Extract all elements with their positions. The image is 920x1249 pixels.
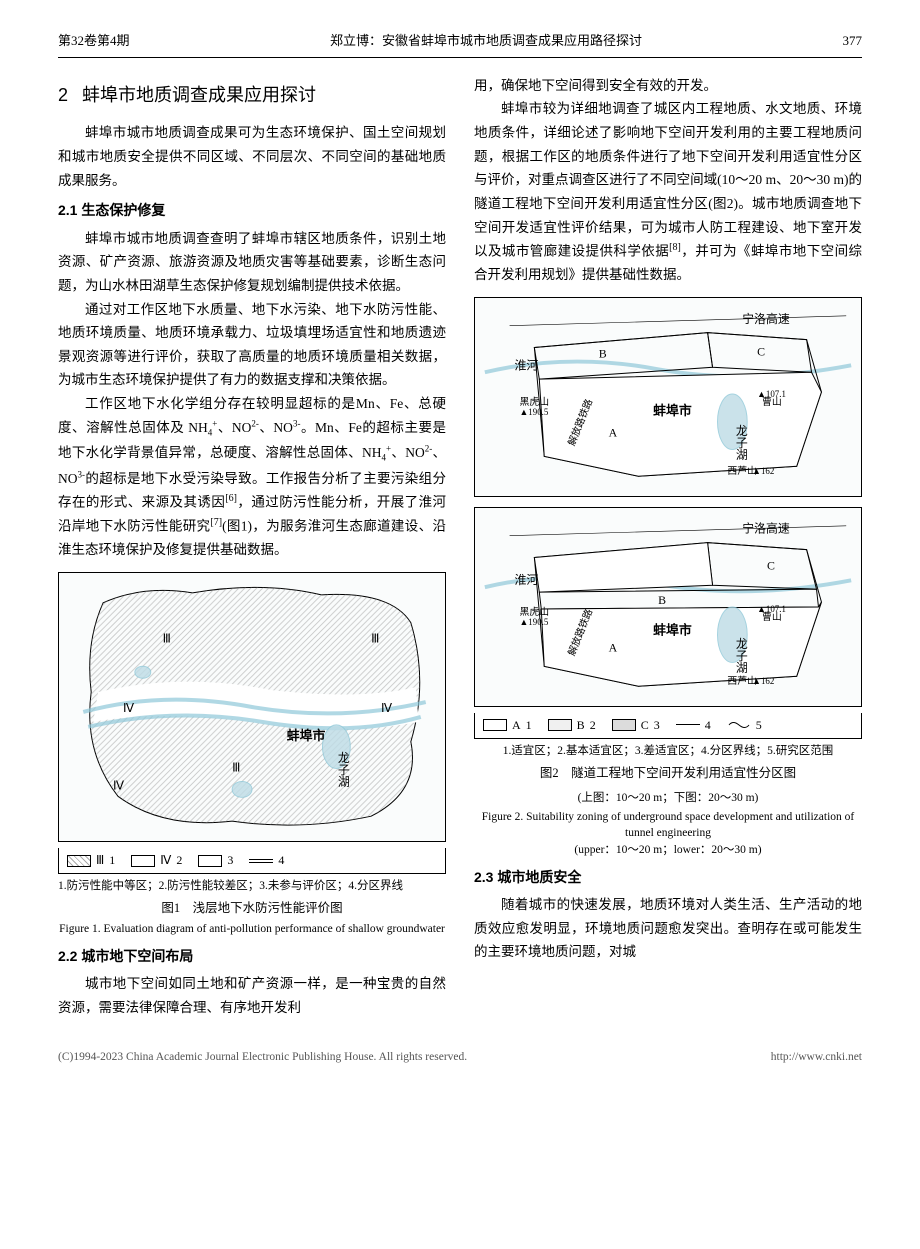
svg-text:龙子湖: 龙子湖 — [734, 638, 748, 674]
svg-text:龙子湖: 龙子湖 — [336, 752, 350, 788]
figure-2-legend-note: 1.适宜区；2.基本适宜区；3.差适宜区；4.分区界线；5.研究区范围 — [474, 743, 862, 760]
heading-2-1: 2.1 生态保护修复 — [58, 198, 446, 223]
figure-2-subtitle-en: (upper：10～20 m；lower：20～30 m) — [474, 843, 862, 859]
heading-2-3: 2.3 城市地质安全 — [474, 865, 862, 890]
header-right: 377 — [843, 30, 863, 53]
figure-1-legend: Ⅲ1 Ⅳ2 3 4 — [58, 848, 446, 874]
left-column: 2 蚌埠市地质调查成果应用探讨 蚌埠市城市地质调查成果可为生态环境保护、国土空间… — [58, 74, 446, 1020]
svg-text:▲162: ▲162 — [752, 466, 774, 476]
header-left: 第32卷第4期 — [58, 30, 130, 53]
svg-text:Ⅲ: Ⅲ — [371, 631, 379, 645]
svg-text:Ⅲ: Ⅲ — [163, 631, 171, 645]
figure-2-upper: 宁洛高速 淮河 B C A 蚌埠市 龙子湖 黑虎山 ▲190.5 ▲107.1 … — [474, 297, 862, 497]
section-2-heading: 2 蚌埠市地质调查成果应用探讨 — [58, 80, 446, 112]
section-intro: 蚌埠市城市地质调查成果可为生态环境保护、国土空间规划和城市地质安全提供不同区域、… — [58, 121, 446, 192]
figure-2-legend: A1 B2 C3 4 5 — [474, 713, 862, 739]
svg-text:C: C — [767, 558, 775, 572]
section-title: 蚌埠市地质调查成果应用探讨 — [82, 80, 316, 112]
svg-text:▲190.5: ▲190.5 — [520, 617, 549, 627]
s21-p2: 通过对工作区地下水质量、地下水污染、地下水防污性能、地质环境质量、地质环境承载力… — [58, 298, 446, 393]
figure-1-title-cn: 图1 浅层地下水防污性能评价图 — [58, 898, 446, 920]
section-number: 2 — [58, 80, 68, 112]
figure-2-title-en: Figure 2. Suitability zoning of undergro… — [474, 810, 862, 841]
s21-p1: 蚌埠市城市地质调查查明了蚌埠市辖区地质条件，识别土地资源、矿产资源、旅游资源及地… — [58, 227, 446, 298]
svg-text:曹山: 曹山 — [762, 610, 782, 623]
figure-1: Ⅲ Ⅲ Ⅲ Ⅳ Ⅳ Ⅳ 蚌埠市 龙子湖 — [58, 572, 446, 842]
footer-copyright: (C)1994-2023 China Academic Journal Elec… — [58, 1047, 467, 1067]
svg-text:蚌埠市: 蚌埠市 — [653, 623, 692, 638]
page-footer: (C)1994-2023 China Academic Journal Elec… — [58, 1047, 862, 1067]
s23-p1: 随着城市的快速发展，地质环境对人类生活、生产活动的地质效应愈发明显，环境地质问题… — [474, 893, 862, 964]
svg-text:淮河: 淮河 — [515, 573, 539, 587]
figure-1-title-en: Figure 1. Evaluation diagram of anti-pol… — [58, 922, 446, 938]
svg-text:B: B — [658, 593, 666, 607]
figure-2-title-cn: 图2 隧道工程地下空间开发利用适宜性分区图 — [474, 763, 862, 785]
svg-text:Ⅳ: Ⅳ — [113, 778, 124, 792]
svg-text:蚌埠市: 蚌埠市 — [287, 728, 326, 743]
right-column: 用，确保地下空间得到安全有效的开发。 蚌埠市较为详细地调查了城区内工程地质、水文… — [474, 74, 862, 1020]
figure-2-subtitle-cn: (上图：10～20 m；下图：20～30 m) — [474, 788, 862, 808]
s22-p2-cont: 用，确保地下空间得到安全有效的开发。 — [474, 74, 862, 98]
footer-url: http://www.cnki.net — [771, 1047, 862, 1067]
svg-text:Ⅳ: Ⅳ — [123, 701, 134, 715]
figure-2-lower: 宁洛高速 淮河 C B A 蚌埠市 龙子湖 黑虎山 ▲190.5 ▲107.1 … — [474, 507, 862, 707]
s22-p3: 蚌埠市较为详细地调查了城区内工程地质、水文地质、环境地质条件，详细论述了影响地下… — [474, 97, 862, 287]
svg-text:Ⅳ: Ⅳ — [381, 701, 392, 715]
svg-text:▲190.5: ▲190.5 — [520, 407, 549, 417]
svg-text:蚌埠市: 蚌埠市 — [653, 403, 692, 418]
svg-text:龙子湖: 龙子湖 — [734, 425, 748, 461]
figure-1-legend-note: 1.防污性能中等区；2.防污性能较差区；3.未参与评价区；4.分区界线 — [58, 878, 446, 895]
svg-text:▲162: ▲162 — [752, 676, 774, 686]
svg-text:曹山: 曹山 — [762, 395, 782, 408]
page-header: 第32卷第4期 郑立博：安徽省蚌埠市城市地质调查成果应用路径探讨 377 — [58, 30, 862, 58]
svg-text:Ⅲ: Ⅲ — [232, 761, 240, 775]
svg-text:C: C — [757, 344, 765, 358]
header-center: 郑立博：安徽省蚌埠市城市地质调查成果应用路径探讨 — [330, 30, 642, 53]
s21-p3: 工作区地下水化学组分存在较明显超标的是Mn、Fe、总硬度、溶解性总固体及 NH4… — [58, 392, 446, 562]
heading-2-2: 2.2 城市地下空间布局 — [58, 944, 446, 969]
svg-text:淮河: 淮河 — [515, 358, 539, 372]
s22-p1: 城市地下空间如同土地和矿产资源一样，是一种宝贵的自然资源，需要法律保障合理、有序… — [58, 972, 446, 1019]
svg-text:A: A — [609, 425, 618, 439]
svg-text:A: A — [609, 640, 618, 654]
svg-text:B: B — [599, 346, 607, 360]
